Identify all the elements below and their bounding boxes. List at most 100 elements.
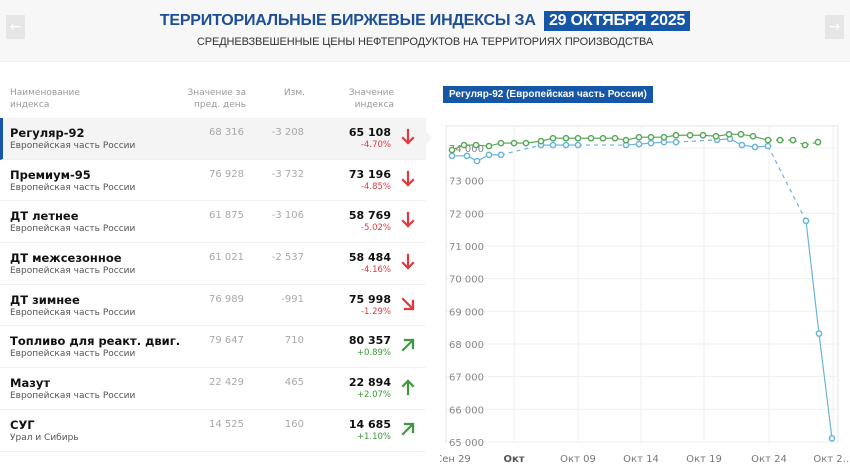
table-row[interactable]: СУГ Урал и Сибирь 14 525 160 14 685 +1.10% <box>0 410 426 452</box>
change-value: 465 <box>284 377 304 389</box>
header-text: Значение за <box>187 88 246 98</box>
data-point[interactable] <box>599 134 607 142</box>
data-point[interactable] <box>814 138 822 146</box>
data-point[interactable] <box>672 131 680 139</box>
data-point[interactable] <box>587 134 595 142</box>
change-value: -3 732 <box>271 168 304 180</box>
change-percent: -4.85% <box>360 181 391 192</box>
table-row[interactable]: Топливо для реакт. двиг. Европейская част… <box>0 326 426 369</box>
data-point[interactable] <box>472 141 480 149</box>
title-date-badge: 29 ОКТЯБРЯ 2025 <box>543 11 691 31</box>
index-name: Премиум-95 <box>10 167 91 182</box>
change-percent: +2.07% <box>356 390 391 401</box>
index-region: Европейская часть России <box>10 266 136 277</box>
data-point[interactable] <box>497 151 505 159</box>
x-tick-label: Окт 2… <box>813 454 850 465</box>
data-point[interactable] <box>574 141 582 149</box>
data-point[interactable] <box>686 131 694 139</box>
data-point[interactable] <box>776 136 784 144</box>
table-row[interactable]: Премиум-95 Европейская часть России 76 928… <box>0 160 426 202</box>
data-point[interactable] <box>611 134 619 142</box>
data-point[interactable] <box>660 133 668 141</box>
arrow-down-icon <box>401 212 415 228</box>
prev-value: 79 647 <box>209 335 244 347</box>
data-point[interactable] <box>448 152 456 160</box>
index-region: Урал и Сибирь <box>10 432 79 443</box>
data-point[interactable] <box>537 137 545 145</box>
data-point[interactable] <box>574 134 582 142</box>
data-point[interactable] <box>789 136 797 144</box>
data-point[interactable] <box>647 139 655 147</box>
data-point[interactable] <box>764 142 772 150</box>
data-point[interactable] <box>485 151 493 159</box>
table-row[interactable]: ДТ зимнее Европейская часть России 76 989 -… <box>0 285 426 327</box>
data-point[interactable] <box>737 130 745 138</box>
change-value: -3 208 <box>271 127 304 138</box>
data-point[interactable] <box>751 143 759 151</box>
chart-title-badge: Регуляр-92 (Европейская часть России) <box>443 86 653 103</box>
data-point[interactable] <box>828 435 836 442</box>
data-point[interactable] <box>562 134 570 142</box>
table-row[interactable]: Регуляр-92 Европейская часть России 68 316… <box>0 118 432 160</box>
change-value: 160 <box>284 418 304 430</box>
data-point[interactable] <box>672 138 680 146</box>
arrow-down-right-icon <box>401 297 415 311</box>
table-row[interactable]: ДТ межсезонное Европейская часть России 61… <box>0 243 426 285</box>
index-table: Наименование индекса Значение за пред. д… <box>0 80 432 452</box>
arrow-up-right-icon <box>401 338 415 352</box>
arrow-right-icon: → <box>828 19 841 35</box>
table-row[interactable]: ДТ летнее Европейская часть России 61 875 -… <box>0 201 426 244</box>
change-value: 710 <box>284 335 304 347</box>
y-tick-label: 72 000 <box>449 209 484 220</box>
data-point[interactable] <box>485 142 493 150</box>
index-region: Европейская часть России <box>10 141 136 151</box>
data-point[interactable] <box>749 132 757 140</box>
change-percent: -1.29% <box>360 306 391 317</box>
data-point[interactable] <box>699 131 707 139</box>
change-value: -991 <box>281 293 304 305</box>
data-point[interactable] <box>497 139 505 147</box>
data-point[interactable] <box>448 146 456 154</box>
data-point[interactable] <box>725 130 733 138</box>
data-point[interactable] <box>562 141 570 149</box>
data-point[interactable] <box>549 134 557 142</box>
header-text: индекса <box>10 100 50 110</box>
prev-value: 22 429 <box>209 377 244 389</box>
chart-panel: 74 000 73 000 72 000 71 000 70 000 69 000 68 0… <box>440 80 850 467</box>
table-row[interactable]: Мазут Европейская часть России 22 429 465 22… <box>0 368 426 410</box>
arrow-down-icon <box>401 128 415 145</box>
data-point[interactable] <box>738 141 746 149</box>
next-date-button[interactable]: → <box>825 15 844 39</box>
change-percent: -4.16% <box>360 265 391 276</box>
data-point[interactable] <box>712 132 720 140</box>
header-text: Наименование <box>10 88 80 98</box>
change-value: -3 106 <box>271 210 304 222</box>
y-tick-label: 68 000 <box>449 340 484 351</box>
column-header-prev-value: Значение за пред. день <box>188 87 246 111</box>
series-line <box>818 333 833 439</box>
data-point[interactable] <box>815 330 823 337</box>
index-region: Европейская часть России <box>10 307 136 318</box>
data-point[interactable] <box>460 141 468 149</box>
y-tick-label: 67 000 <box>449 373 484 384</box>
data-point[interactable] <box>764 136 772 144</box>
index-value: 58 769 <box>348 209 391 223</box>
data-point[interactable] <box>801 141 809 149</box>
data-point[interactable] <box>635 140 643 148</box>
index-value: 14 685 <box>348 417 391 431</box>
prev-value: 76 928 <box>209 168 244 180</box>
series-line <box>500 144 542 156</box>
data-point[interactable] <box>463 152 471 160</box>
data-point[interactable] <box>647 133 655 141</box>
data-point[interactable] <box>802 217 810 225</box>
data-point[interactable] <box>510 139 518 147</box>
prev-date-button[interactable]: ← <box>6 15 25 39</box>
data-point[interactable] <box>522 139 530 147</box>
data-point[interactable] <box>622 136 630 144</box>
data-point[interactable] <box>473 157 481 165</box>
prev-value: 61 875 <box>209 210 244 222</box>
arrow-down-icon <box>401 253 415 270</box>
line-chart[interactable]: 74 000 73 000 72 000 71 000 70 000 69 000 68 0… <box>440 80 850 467</box>
data-point[interactable] <box>635 133 643 141</box>
data-point[interactable] <box>549 141 557 149</box>
